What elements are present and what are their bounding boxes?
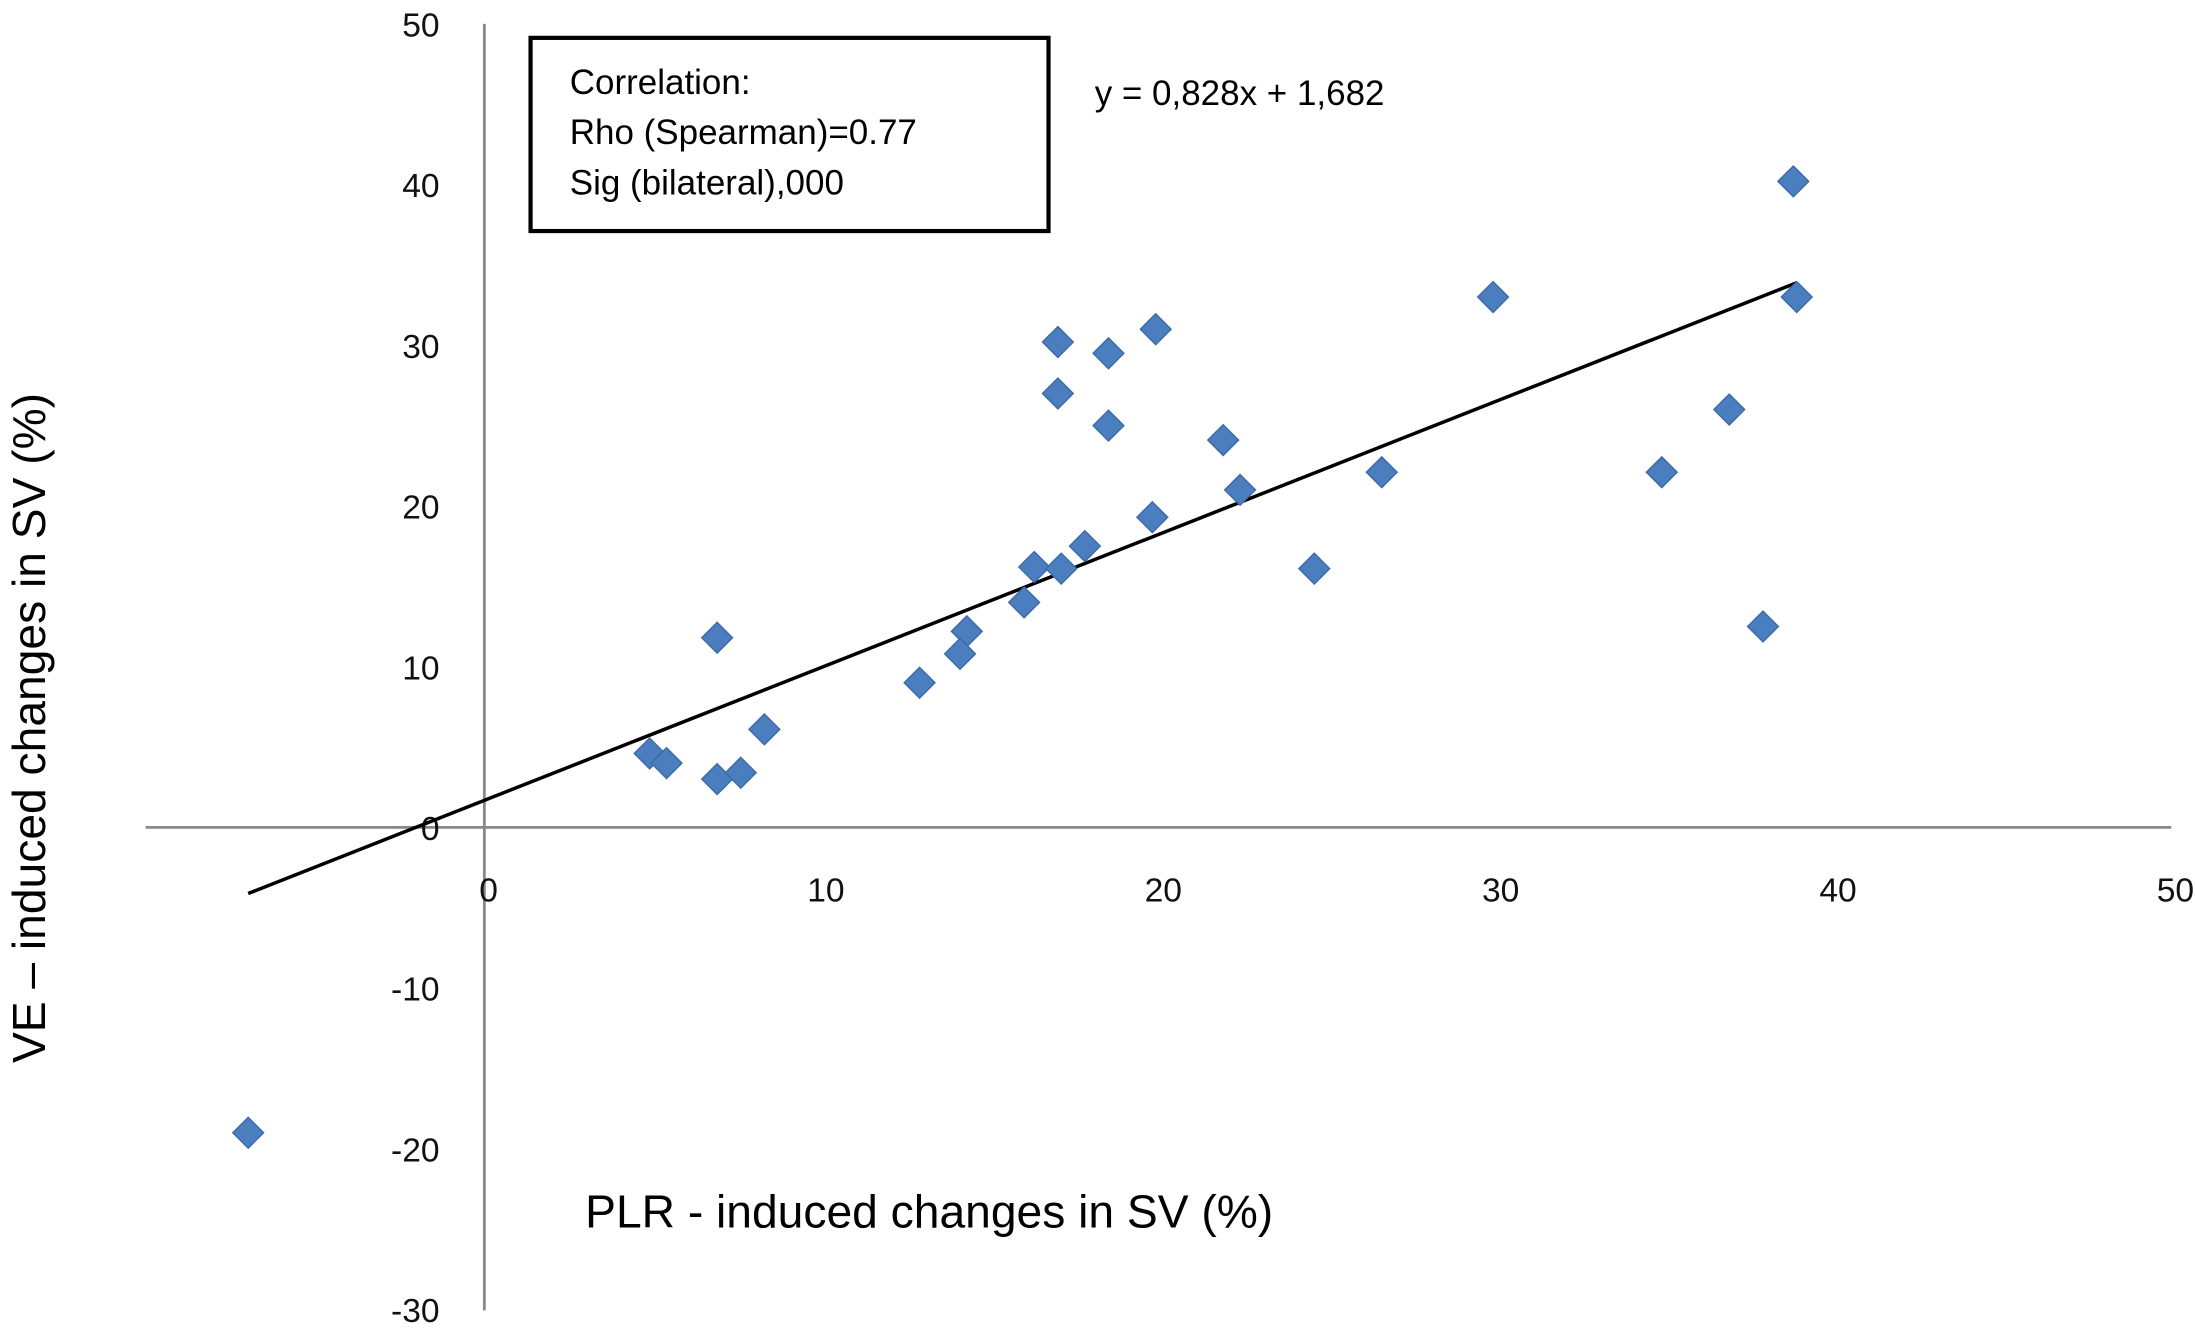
data-point: [650, 746, 683, 780]
x-tick-label: 40: [1819, 873, 1856, 910]
y-tick-label: 40: [402, 168, 439, 205]
data-point: [1780, 280, 1814, 314]
data-point: [1092, 336, 1125, 370]
correlation-box-frame: [528, 35, 1051, 234]
data-point: [1476, 280, 1510, 314]
correlation-line-2: Rho (Spearman)=0.77: [570, 113, 917, 152]
x-tick-label: 50: [2157, 873, 2194, 910]
data-point: [1041, 377, 1075, 410]
data-point: [1068, 529, 1102, 563]
data-point: [1712, 393, 1746, 426]
data-point: [1139, 312, 1173, 346]
data-point: [231, 1116, 265, 1150]
y-tick-label: -10: [391, 972, 440, 1009]
y-tick-label: 30: [402, 329, 439, 366]
data-point: [700, 762, 734, 796]
y-tick-label: -30: [391, 1293, 440, 1330]
data-point: [1776, 164, 1810, 198]
x-axis-label: PLR - induced changes in SV (%): [585, 1186, 1273, 1238]
y-tick-label: -20: [391, 1132, 440, 1169]
data-points: [231, 164, 1814, 1150]
correlation-line-1: Correlation:: [570, 63, 751, 102]
data-point: [1092, 409, 1125, 443]
data-point: [747, 712, 781, 746]
correlation-box: Correlation: Rho (Spearman)=0.77 Sig (bi…: [528, 35, 1051, 234]
y-tick-label: 50: [402, 7, 439, 44]
x-tick-labels: 0 10 20 30 40 50: [479, 873, 2194, 910]
axes: [145, 23, 2172, 1311]
data-point: [1044, 552, 1078, 586]
data-point: [1297, 552, 1331, 586]
x-tick-label: 20: [1145, 873, 1182, 910]
correlation-line-3: Sig (bilateral),000: [570, 164, 844, 203]
data-point: [724, 756, 758, 790]
data-point: [1365, 455, 1399, 489]
data-point: [1206, 423, 1240, 457]
data-point: [1041, 325, 1075, 359]
y-tick-labels: 50 40 30 20 10 0 -10 -20 -30: [391, 7, 440, 1330]
data-point: [1007, 586, 1041, 619]
data-point: [903, 666, 936, 700]
y-tick-label: 0: [421, 811, 440, 848]
y-tick-label: 10: [402, 650, 439, 687]
x-tick-label: 30: [1482, 873, 1519, 910]
data-point: [1017, 550, 1051, 584]
y-tick-label: 20: [402, 490, 439, 527]
data-point: [1135, 500, 1169, 534]
x-tick-label: 0: [479, 873, 498, 910]
trendline-equation: y = 0,828x + 1,682: [1095, 74, 1385, 113]
data-point: [1645, 455, 1679, 489]
data-point: [1223, 473, 1257, 507]
y-axis-label: VE – induced changes in SV (%): [3, 393, 55, 1063]
data-point: [1746, 610, 1780, 643]
data-point: [700, 621, 734, 655]
data-point: [943, 637, 977, 671]
x-tick-label: 10: [807, 873, 844, 910]
